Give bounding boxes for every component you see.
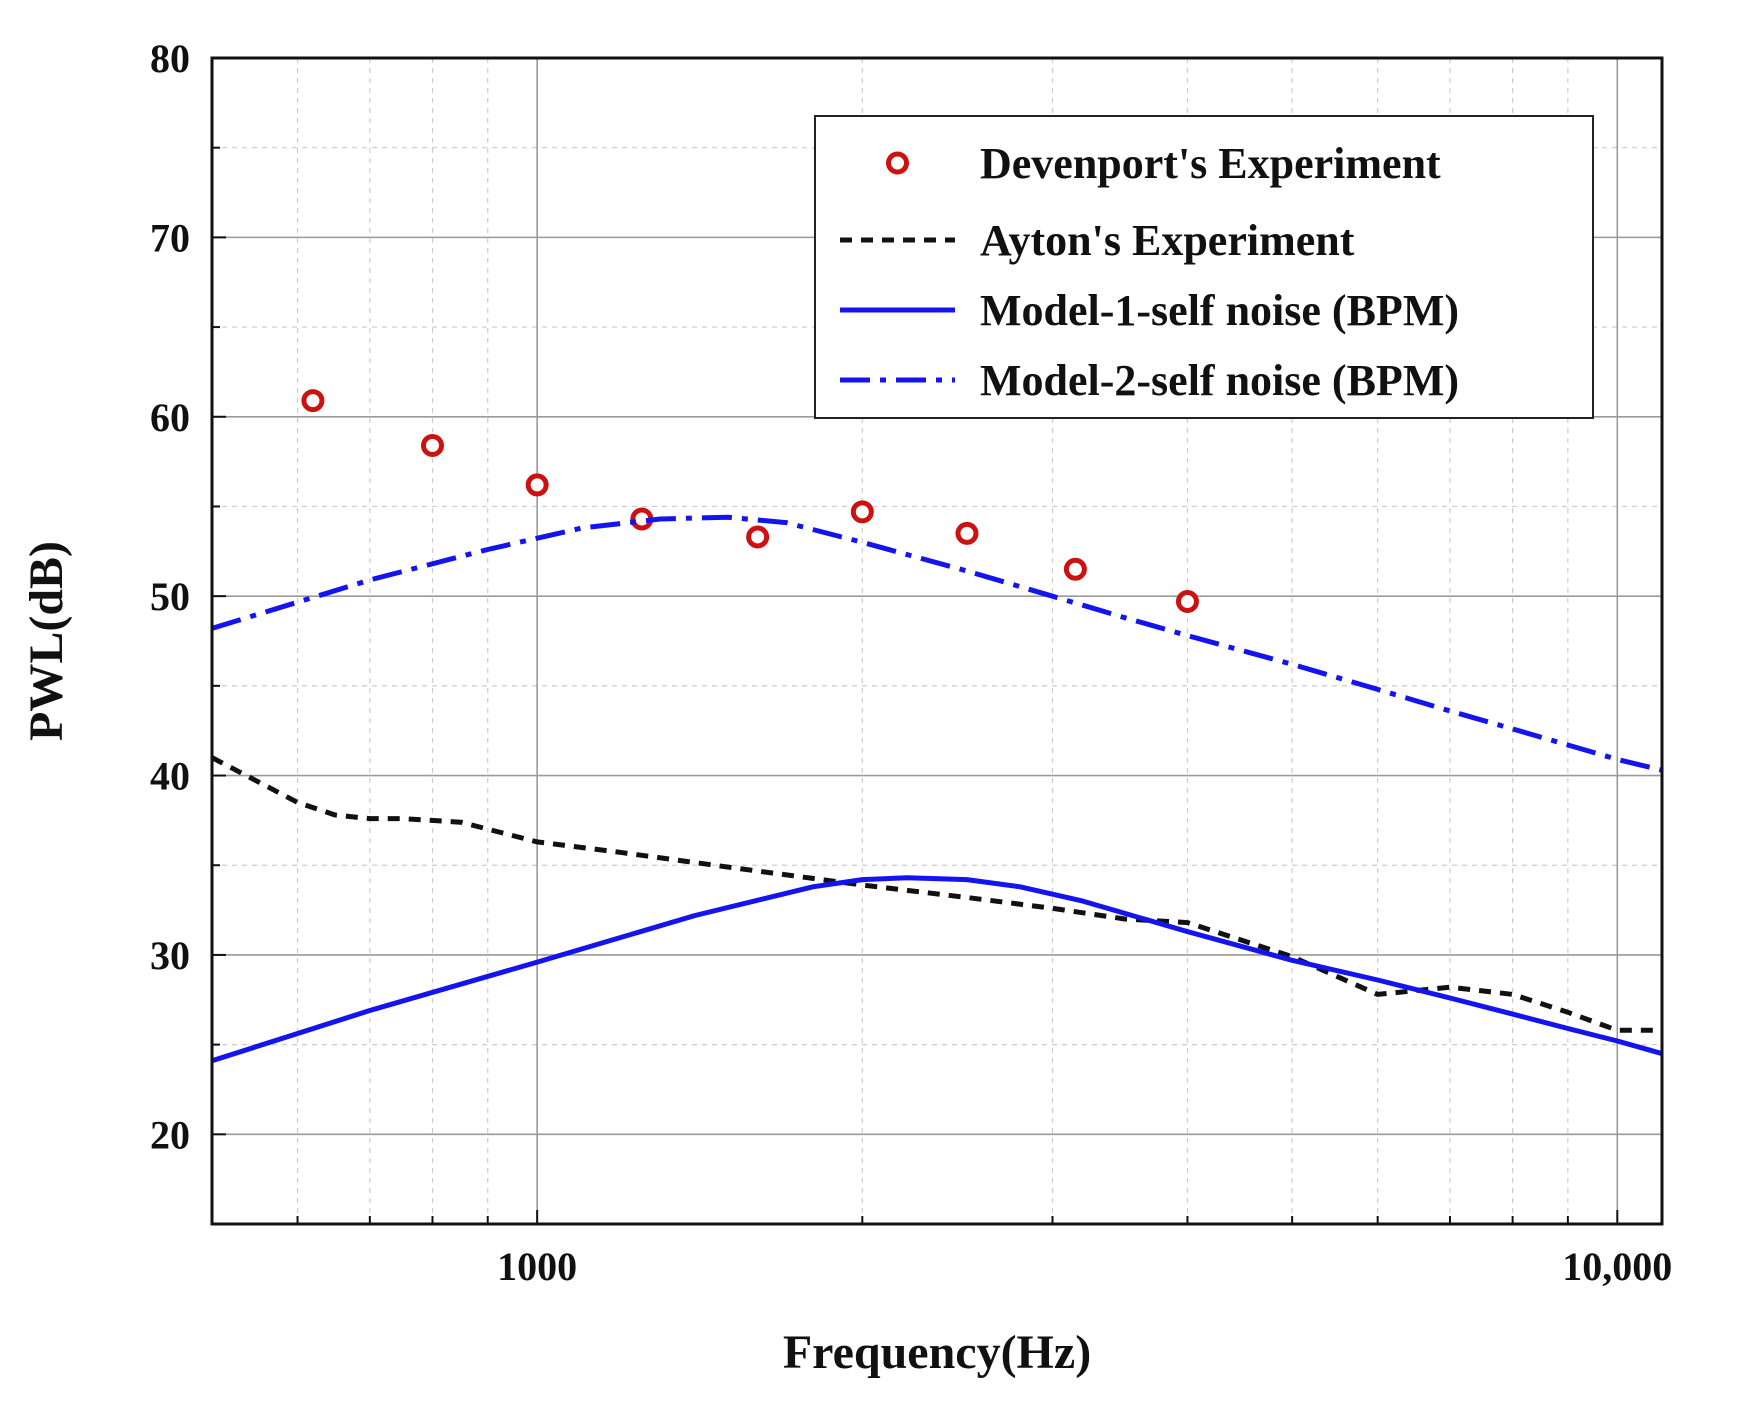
devenport-data-point bbox=[301, 389, 325, 413]
y-tick-label: 20 bbox=[150, 1112, 190, 1157]
legend-label: Model-1-self noise (BPM) bbox=[980, 286, 1459, 335]
y-tick-label: 80 bbox=[150, 36, 190, 81]
devenport-data-point bbox=[1175, 590, 1199, 614]
y-tick-label: 30 bbox=[150, 933, 190, 978]
legend-box bbox=[814, 115, 1594, 419]
legend: Devenport's Experiment Ayton's Experiment… bbox=[814, 115, 1594, 419]
series-line-1 bbox=[212, 755, 1662, 1033]
x-axis-title: Frequency(Hz) bbox=[783, 1326, 1091, 1379]
y-axis-title: PWL(dB) bbox=[20, 541, 73, 741]
devenport-data-point bbox=[525, 473, 549, 497]
legend-marker-circle bbox=[886, 151, 909, 175]
y-tick-label: 70 bbox=[150, 215, 190, 260]
devenport-data-point bbox=[420, 433, 444, 457]
axis-labels: Frequency(Hz) PWL(dB) bbox=[20, 541, 1091, 1379]
devenport-data-point bbox=[746, 525, 770, 549]
devenport-data-point bbox=[955, 521, 979, 545]
y-tick-label: 40 bbox=[150, 754, 190, 799]
plot-frame bbox=[210, 56, 1664, 1226]
x-tick-label: 1000 bbox=[497, 1244, 577, 1289]
y-tick-label: 60 bbox=[150, 395, 190, 440]
legend-label: Devenport's Experiment bbox=[980, 139, 1441, 188]
plot-series bbox=[212, 389, 1662, 1064]
series-line-2 bbox=[212, 875, 1662, 1064]
x-tick-label: 10,000 bbox=[1562, 1244, 1672, 1289]
devenport-data-point bbox=[1063, 557, 1087, 581]
legend-label: Model-2-self noise (BPM) bbox=[980, 356, 1459, 405]
axis-ticks: 20 30 40 50 60 70 80 1000 10,000 bbox=[150, 36, 1672, 1289]
series-line-3 bbox=[212, 514, 1662, 773]
y-tick-label: 50 bbox=[150, 574, 190, 619]
legend-label: Ayton's Experiment bbox=[980, 216, 1355, 265]
devenport-data-point bbox=[850, 500, 874, 524]
